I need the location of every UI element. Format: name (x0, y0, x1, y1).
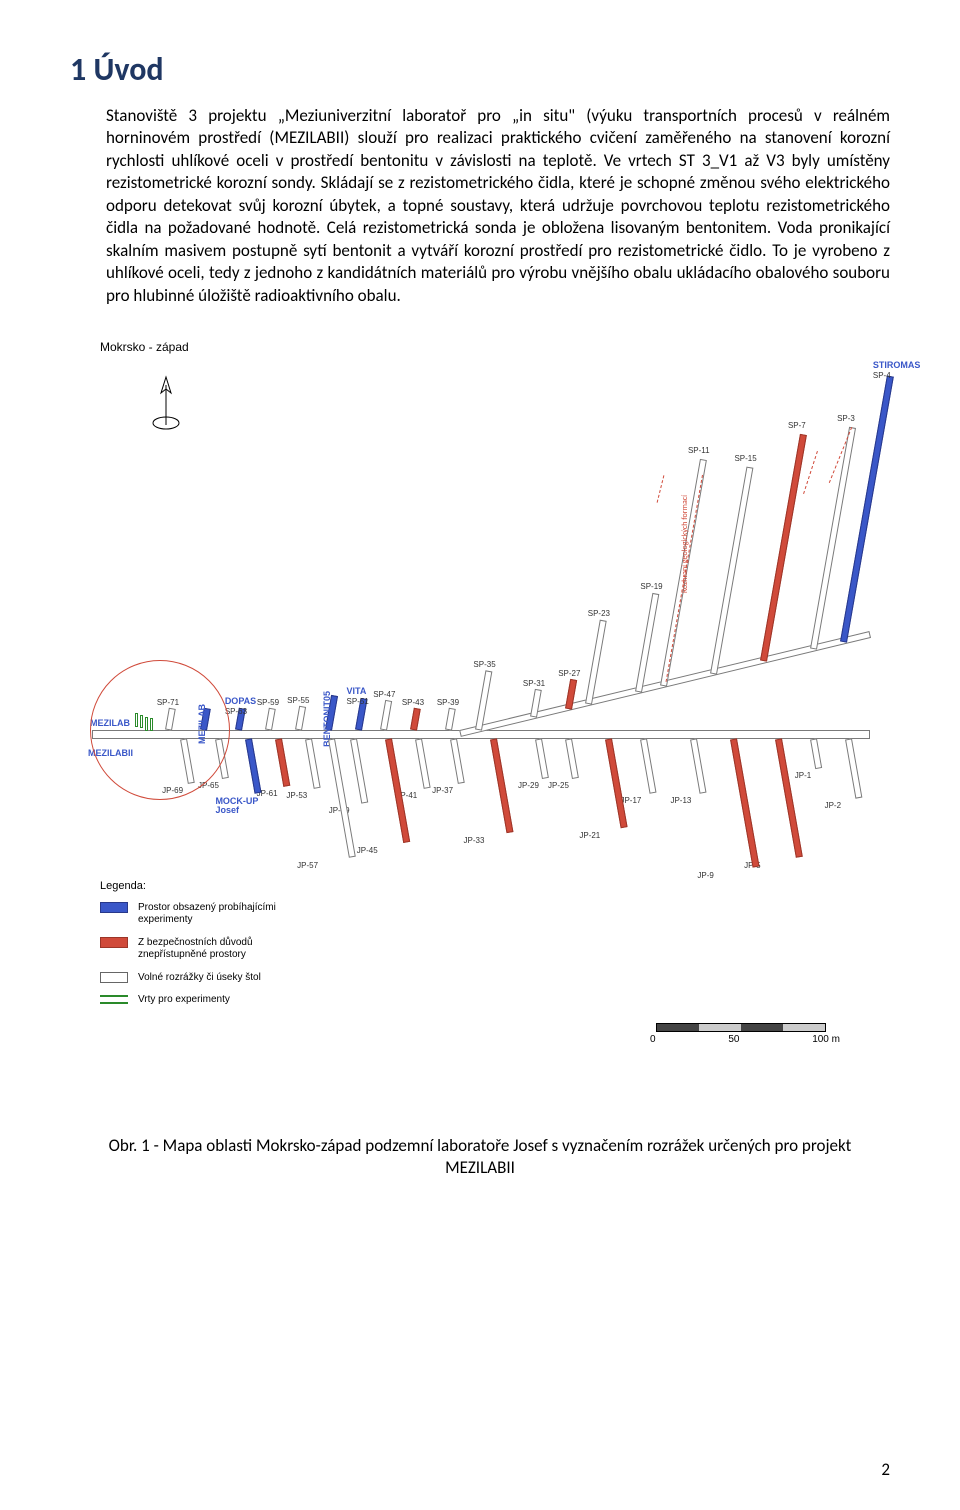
intro-paragraph: Stanoviště 3 projektu „Meziuniverzitní l… (106, 105, 890, 307)
legend-row: Prostor obsazený probíhajícími experimen… (100, 902, 288, 927)
legend-row: Volné rozrážky či úseky štol (100, 972, 288, 985)
figure-1-map: Mokrsko - západ STIROMASSP-4SP-3SP-7SP-1… (80, 335, 880, 1115)
legend-swatch (100, 937, 128, 948)
legend-text: Z bezpečnostních důvodů znepřístupněné p… (138, 937, 288, 962)
legend-swatch (100, 994, 128, 1005)
page-number: 2 (881, 1459, 890, 1480)
legend-row: Z bezpečnostních důvodů znepřístupněné p… (100, 937, 288, 962)
figure-caption: Obr. 1 - Mapa oblasti Mokrsko-západ podz… (70, 1135, 890, 1179)
legend-text: Volné rozrážky či úseky štol (138, 972, 261, 985)
legend-text: Vrty pro experimenty (138, 994, 230, 1007)
scale-tick: 100 m (812, 1034, 840, 1045)
legend-title: Legenda: (100, 880, 288, 892)
map-legend: Legenda: Prostor obsazený probíhajícími … (100, 880, 288, 1017)
scale-tick: 50 (728, 1034, 739, 1045)
legend-row: Vrty pro experimenty (100, 994, 288, 1007)
legend-swatch (100, 902, 128, 913)
section-heading: 1 Úvod (70, 50, 890, 89)
legend-text: Prostor obsazený probíhajícími experimen… (138, 902, 288, 927)
scale-tick: 0 (650, 1034, 656, 1045)
scale-bar: 050100 m (656, 1023, 840, 1045)
legend-swatch (100, 972, 128, 983)
